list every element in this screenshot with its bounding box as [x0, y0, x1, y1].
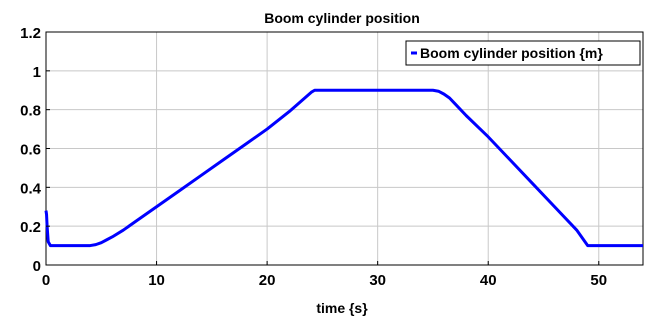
y-tick-label: 1.2: [20, 25, 41, 42]
x-tick-label: 0: [42, 272, 50, 289]
x-tick-label: 50: [590, 272, 607, 289]
grid-lines: [45, 31, 643, 266]
series-layer: [44, 88, 643, 248]
legend-label: Boom cylinder position {m}: [420, 45, 603, 61]
y-tick-label: 0.8: [20, 103, 41, 120]
x-tick-label: 10: [148, 272, 165, 289]
y-tick-label: 0.2: [20, 219, 41, 236]
series-line: [44, 88, 643, 248]
chart-title: Boom cylinder position: [264, 10, 420, 26]
legend: Boom cylinder position {m}: [405, 40, 641, 66]
y-tick-label: 0.6: [20, 142, 41, 159]
x-tick-label: 40: [480, 272, 497, 289]
x-tick-label: 30: [369, 272, 386, 289]
x-tick-label: 20: [259, 272, 276, 289]
legend-box: [405, 40, 641, 66]
tick-labels: 0 10 20 30 40 50 0 0.2 0.4 0.6 0.8 1 1.2: [20, 25, 607, 289]
y-tick-label: 0.4: [20, 180, 42, 197]
y-tick-label: 1: [33, 64, 41, 81]
x-axis-label: time {s}: [316, 300, 368, 316]
y-tick-label: 0: [33, 258, 41, 275]
